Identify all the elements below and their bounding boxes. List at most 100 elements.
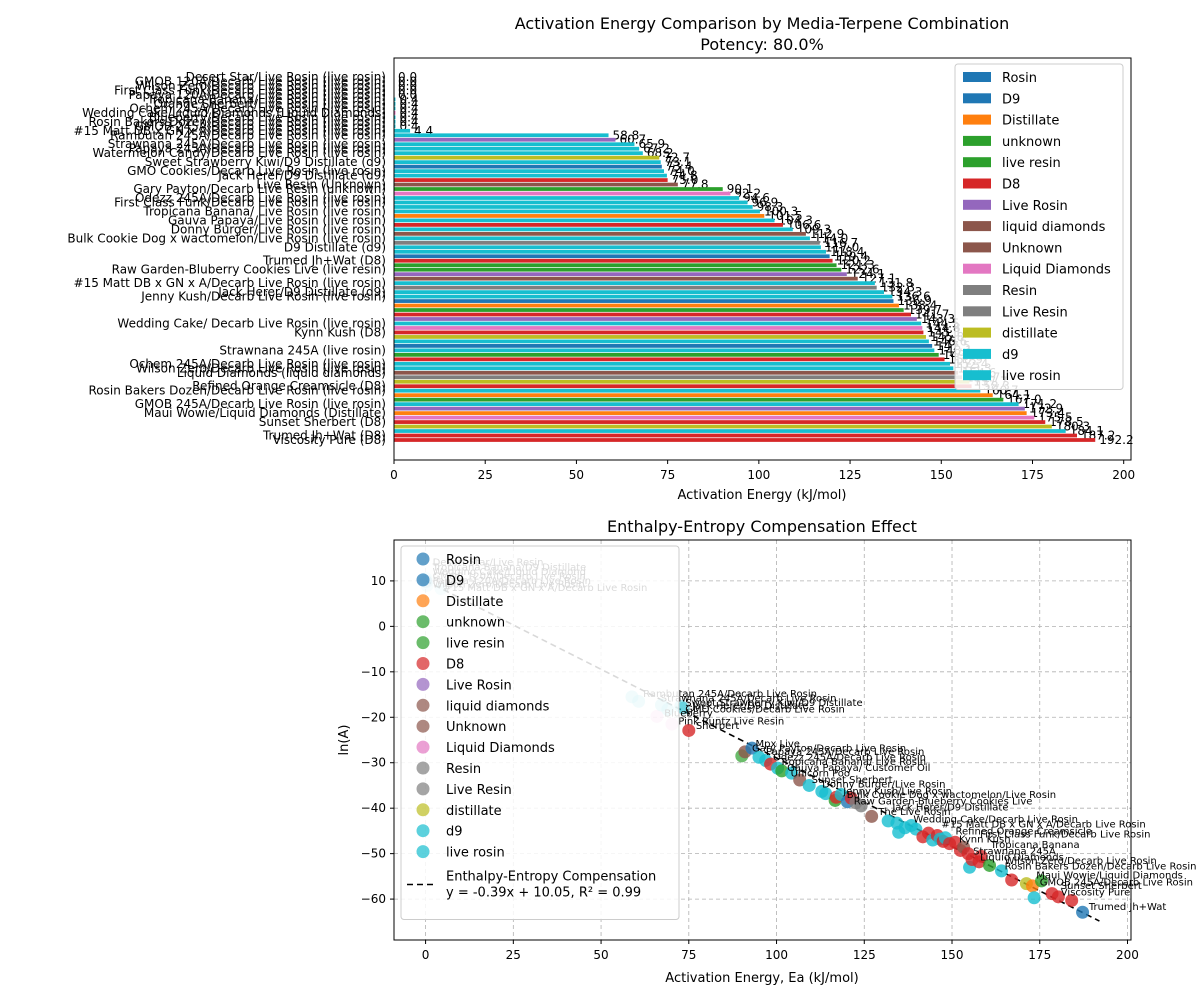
bar-value-label: 73.4 [666, 160, 693, 174]
bar [394, 272, 847, 277]
bar-category-label: Wilson Zero/Decarb Live Rosin (live rosi… [136, 361, 386, 375]
bar [394, 245, 821, 250]
scatter-annotation: #15 Matt DB x GN x A/Decarb Live Rosin [941, 819, 1145, 830]
bar [394, 263, 837, 268]
bar-legend-swatch [963, 178, 991, 189]
bar-category-label: Odezz 245A/Decarb Live Rosin (live rosin… [135, 191, 386, 205]
bar [394, 214, 765, 218]
bar [394, 128, 411, 133]
bar-value-label: 141.7 [915, 308, 949, 322]
scatter-legend-marker [416, 594, 430, 608]
scatter-legend-marker [416, 636, 430, 650]
bar [394, 119, 396, 124]
bar-category-label: Wedding Cake/ Decarb Live Rosin (live ro… [117, 316, 386, 330]
bar-category-label: Live Resin (Unknown) [256, 178, 386, 192]
scatter-y-tick-label: −60 [361, 892, 386, 906]
bar-legend-label: Resin [1002, 284, 1037, 299]
bar-value-label: 94.6 [743, 191, 770, 205]
bar-x-tick-label: 100 [747, 468, 770, 482]
scatter-annotation: First Class Funk/Decarb Live Rosin [980, 830, 1150, 841]
bar [394, 299, 894, 303]
scatter-annotation: Papaya 245A/Decarb Live Rosin [766, 747, 924, 758]
bar [394, 258, 833, 263]
bar-legend-swatch [963, 348, 991, 359]
bar-legend-swatch [963, 306, 991, 317]
bar-value-label: 144.5 [925, 316, 959, 330]
scatter-point [775, 764, 789, 778]
scatter-legend-marker [416, 845, 430, 859]
scatter-legend-marker [416, 657, 430, 670]
bar-category-label: Orange Sherbert/Live Rosin (live rosin) [154, 97, 386, 111]
bar [394, 196, 740, 200]
bar-category-label: Tropicana Banana/Live Rosin (live rosin) [146, 92, 386, 106]
scatter-legend-label: Live Rosin [446, 678, 512, 693]
bar-category-label: Maui Wowie/Liquid Diamonds (Distillate) [144, 406, 386, 420]
bar-legend-label: distillate [1002, 327, 1058, 342]
bar-category-label: D9 Distillate (d9) [284, 240, 386, 254]
bar [394, 106, 396, 111]
bar [394, 339, 929, 344]
bar-legend-swatch [963, 114, 991, 125]
scatter-annotation: Wedding Cake/Decarb Live Rosin [913, 815, 1078, 826]
scatter-legend-marker [416, 740, 430, 754]
scatter-annotation: Tropicana Banana [990, 840, 1080, 851]
bar-category-label: GMOB 245A/Decarb Live Rosin (live rosin) [135, 397, 386, 411]
bar [394, 236, 810, 241]
scatter-point [854, 799, 868, 813]
scatter-x-tick-label: 25 [506, 948, 521, 962]
scatter-legend-label: D9 [446, 574, 464, 589]
scatter-legend-marker [416, 761, 430, 775]
bar-value-label: 131.8 [879, 276, 913, 290]
bar-value-label: 67.2 [643, 142, 670, 156]
bar-category-label: Wedding Cake/Liquid Diamonds (Liquid Dia… [82, 106, 386, 120]
bar [394, 155, 660, 160]
bar-value-label: 143.3 [921, 312, 955, 326]
scatter-legend-label: Liquid Diamonds [446, 741, 555, 756]
bar-value-label: 117.0 [825, 240, 859, 254]
bar-value-label: 0.0 [398, 79, 417, 93]
bar [394, 164, 662, 169]
bar-value-label: 116.7 [824, 236, 858, 250]
bar [394, 294, 893, 299]
bar-legend-swatch [963, 157, 991, 168]
scatter-point [802, 778, 816, 792]
scatter-annotation: Maui Wowie/Liquid Diamonds [1036, 871, 1183, 882]
bar-legend-swatch [963, 327, 991, 338]
bar [394, 240, 820, 245]
bar [394, 415, 1035, 420]
bar [394, 169, 664, 173]
bar-value-label: 0.4 [399, 110, 418, 124]
bar [394, 231, 806, 236]
bar-value-label: 0.4 [399, 97, 418, 111]
bar [394, 285, 877, 290]
bar-legend-frame [954, 63, 1124, 390]
bar-category-label: Rosin Bakers Dozen/Decarb Live Rosin (li… [89, 384, 387, 398]
bar-value-label: 65.9 [638, 137, 665, 151]
scatter-legend-marker [416, 719, 430, 733]
scatter-annotation: Strawnana 245A/Decarb Live Rosin [661, 693, 837, 704]
scatter-y-tick-label: −50 [361, 847, 386, 861]
bar-value-label: 121.3 [841, 258, 875, 272]
scatter-x-tick-label: 0 [422, 948, 430, 962]
scatter-legend-label: live resin [446, 637, 505, 652]
bar [394, 133, 609, 138]
scatter-annotation: Pink Runtz Live Resin [678, 717, 784, 728]
scatter-point [1076, 905, 1090, 919]
scatter-legend-marker [416, 552, 430, 566]
scatter-y-tick-label: −30 [361, 756, 386, 770]
bar-legend-label: Liquid Diamonds [1002, 263, 1111, 278]
bar-value-label: 139.7 [908, 303, 942, 317]
bar-category-label: Jack Herer/D9 Distillate (d9) [217, 169, 386, 183]
bar-legend-swatch [963, 263, 991, 274]
scatter-annotation: Raw Garden-Blueberry Cookies Live [854, 797, 1033, 808]
scatter-point [1065, 893, 1079, 907]
scatter-legend-label: live rosin [446, 846, 505, 861]
scatter-annotation: Rambutan 245A/Decarb Live Rosin [643, 689, 817, 700]
scatter-annotation: GMOB 245A/Decarb Live Rosin [1040, 877, 1193, 888]
scatter-point [682, 723, 696, 737]
bar-category-label: Rambutan 245A/Decarb Live Rosin (live ro… [110, 128, 386, 142]
scatter-x-tick-label: 125 [853, 948, 876, 962]
bar-legend-label: D8 [1002, 178, 1020, 193]
bar-category-label: Jenny Kush/Decarb Live Rosin (live rosin… [140, 290, 386, 304]
scatter-legend-marker [416, 573, 430, 587]
